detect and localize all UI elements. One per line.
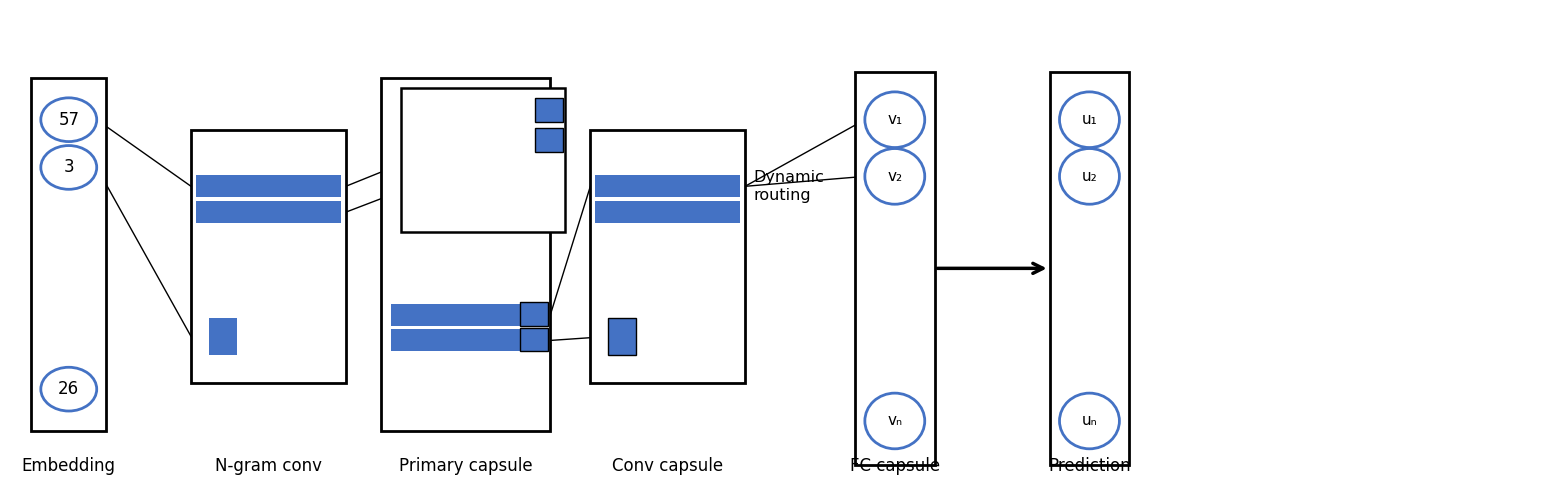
Text: 3: 3 [64, 158, 74, 177]
Text: v₂: v₂ [887, 169, 902, 184]
Bar [535, 98, 563, 121]
Bar [535, 128, 563, 151]
Bar [521, 328, 549, 351]
Bar [1049, 72, 1129, 465]
Text: Embedding: Embedding [22, 457, 116, 475]
Bar [856, 72, 935, 465]
Text: u₁: u₁ [1082, 112, 1098, 127]
Bar [400, 88, 565, 232]
Bar [608, 318, 637, 355]
Text: 57: 57 [58, 111, 80, 129]
Bar [391, 330, 541, 351]
Text: Primary capsule: Primary capsule [399, 457, 532, 475]
Text: Conv capsule: Conv capsule [612, 457, 723, 475]
Bar [31, 78, 106, 431]
Bar [535, 98, 563, 121]
Bar [380, 78, 551, 431]
Bar [521, 328, 549, 351]
Text: Prediction: Prediction [1048, 457, 1131, 475]
Text: uₙ: uₙ [1082, 413, 1098, 428]
Ellipse shape [41, 98, 97, 142]
Text: 26: 26 [58, 380, 80, 398]
Bar [521, 302, 549, 326]
Bar [521, 302, 549, 326]
Ellipse shape [1059, 149, 1120, 204]
Bar [391, 303, 541, 326]
Bar [210, 318, 238, 355]
Bar [608, 318, 637, 355]
Ellipse shape [41, 367, 97, 411]
Bar [196, 201, 341, 223]
Ellipse shape [865, 393, 924, 449]
Bar [596, 175, 740, 197]
Text: Dynamic
routing: Dynamic routing [752, 170, 824, 203]
Text: u₂: u₂ [1082, 169, 1098, 184]
Text: N-gram conv: N-gram conv [214, 457, 322, 475]
Ellipse shape [865, 149, 924, 204]
Bar [191, 130, 346, 383]
Text: FC capsule: FC capsule [849, 457, 940, 475]
Bar [590, 130, 744, 383]
Text: v₁: v₁ [887, 112, 902, 127]
Ellipse shape [1059, 92, 1120, 148]
Bar [535, 128, 563, 151]
Ellipse shape [41, 146, 97, 189]
Bar [196, 175, 341, 197]
Bar [596, 201, 740, 223]
Ellipse shape [1059, 393, 1120, 449]
Text: vₙ: vₙ [887, 413, 902, 428]
Ellipse shape [865, 92, 924, 148]
